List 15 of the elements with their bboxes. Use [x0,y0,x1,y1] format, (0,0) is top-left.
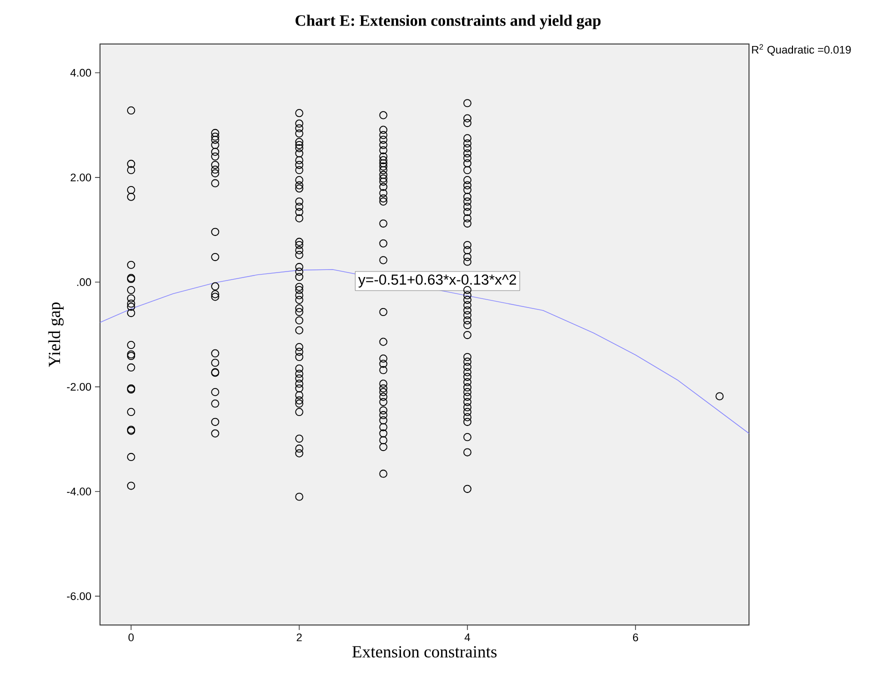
x-tick-label: 4 [464,634,470,642]
x-tick-label: 2 [296,634,302,642]
x-tick-label: 0 [128,634,134,642]
y-tick-label: 4.00 [70,68,92,77]
text: R$^{2}$ Quadratic =0.019 [752,44,851,56]
y-tick-label: -4.00 [66,488,92,496]
annotation: y=-0.51+0.63*x-0.13*x^2 [358,274,516,288]
x-tick-label: 6 [633,634,638,642]
y-tick-label: -2.00 [66,382,92,391]
x-axis-title: Extension constraints [352,646,497,658]
y-axis-title: Yield gap [48,302,64,367]
y-tick-label: .00 [77,278,92,286]
y-tick-label: -6.00 [66,592,92,600]
chart-title: Chart E: Extension constraints and yield gap [296,14,601,30]
y-tick-label: 2.00 [70,174,92,182]
